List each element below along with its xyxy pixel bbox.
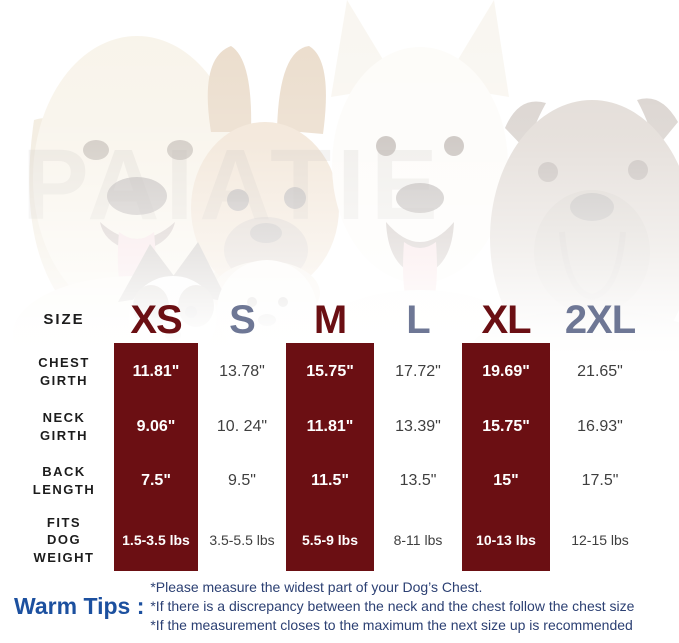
size-header-xs: XS — [130, 297, 182, 342]
warm-tip-item: *If the measurement closes to the maximu… — [150, 616, 633, 633]
size-cell: 7.5" — [114, 453, 198, 509]
size-table: SIZE XS S M L XL 2XL CHEST GIRTH 11.81" 1… — [14, 296, 650, 571]
size-cell: 15.75" — [462, 400, 550, 453]
size-cell: 16.93" — [577, 417, 623, 435]
size-cell: 9.5" — [228, 472, 256, 489]
size-cell: 13.39" — [395, 417, 441, 435]
row-label-fits-dog-weight: FITS DOG WEIGHT — [33, 514, 95, 565]
size-cell: 17.5" — [581, 472, 619, 489]
warm-tip-item: *Please measure the widest part of your … — [150, 579, 483, 595]
size-cell: 13.5" — [399, 472, 437, 489]
size-cell: 11.81" — [114, 343, 198, 400]
size-cell: 10. 24" — [216, 417, 268, 435]
size-cell: 15.75" — [286, 343, 374, 400]
size-cell: 19.69" — [462, 343, 550, 400]
size-header-2xl: 2XL — [564, 297, 636, 342]
size-cell: 10-13 lbs — [462, 509, 550, 571]
size-header-s: S — [229, 297, 256, 342]
size-cell: 11.81" — [286, 400, 374, 453]
size-cell: 1.5-3.5 lbs — [114, 509, 198, 571]
white-fade-overlay — [0, 0, 679, 355]
size-cell: 21.65" — [577, 362, 623, 380]
size-cell: 13.78" — [219, 362, 265, 380]
size-cell: 12-15 lbs — [571, 532, 629, 548]
size-header-l: L — [406, 297, 430, 342]
warm-tips-section: Warm Tips : *Please measure the widest p… — [14, 578, 674, 634]
warm-tips-heading: Warm Tips : — [14, 592, 145, 619]
size-header-m: M — [313, 297, 347, 342]
row-label-back-length: BACK LENGTH — [32, 464, 96, 497]
row-label-chest-girth: CHEST GIRTH — [38, 354, 90, 388]
size-cell: 11.5" — [286, 453, 374, 509]
warm-tip-item: *If there is a discrepancy between the n… — [150, 597, 635, 614]
warm-tips-list: *Please measure the widest part of your … — [150, 578, 634, 634]
row-label-neck-girth: NECK GIRTH — [40, 409, 88, 443]
size-cell: 17.72" — [395, 362, 441, 380]
size-column-heading: SIZE — [43, 311, 85, 328]
size-cell: 5.5-9 lbs — [286, 509, 374, 571]
size-cell: 8-11 lbs — [393, 532, 443, 548]
size-cell: 9.06" — [114, 400, 198, 453]
dogs-photo: PAIATIE — [0, 0, 679, 355]
size-cell: 3.5-5.5 lbs — [209, 532, 275, 548]
size-header-xl: XL — [481, 297, 531, 342]
size-cell: 15" — [462, 453, 550, 509]
